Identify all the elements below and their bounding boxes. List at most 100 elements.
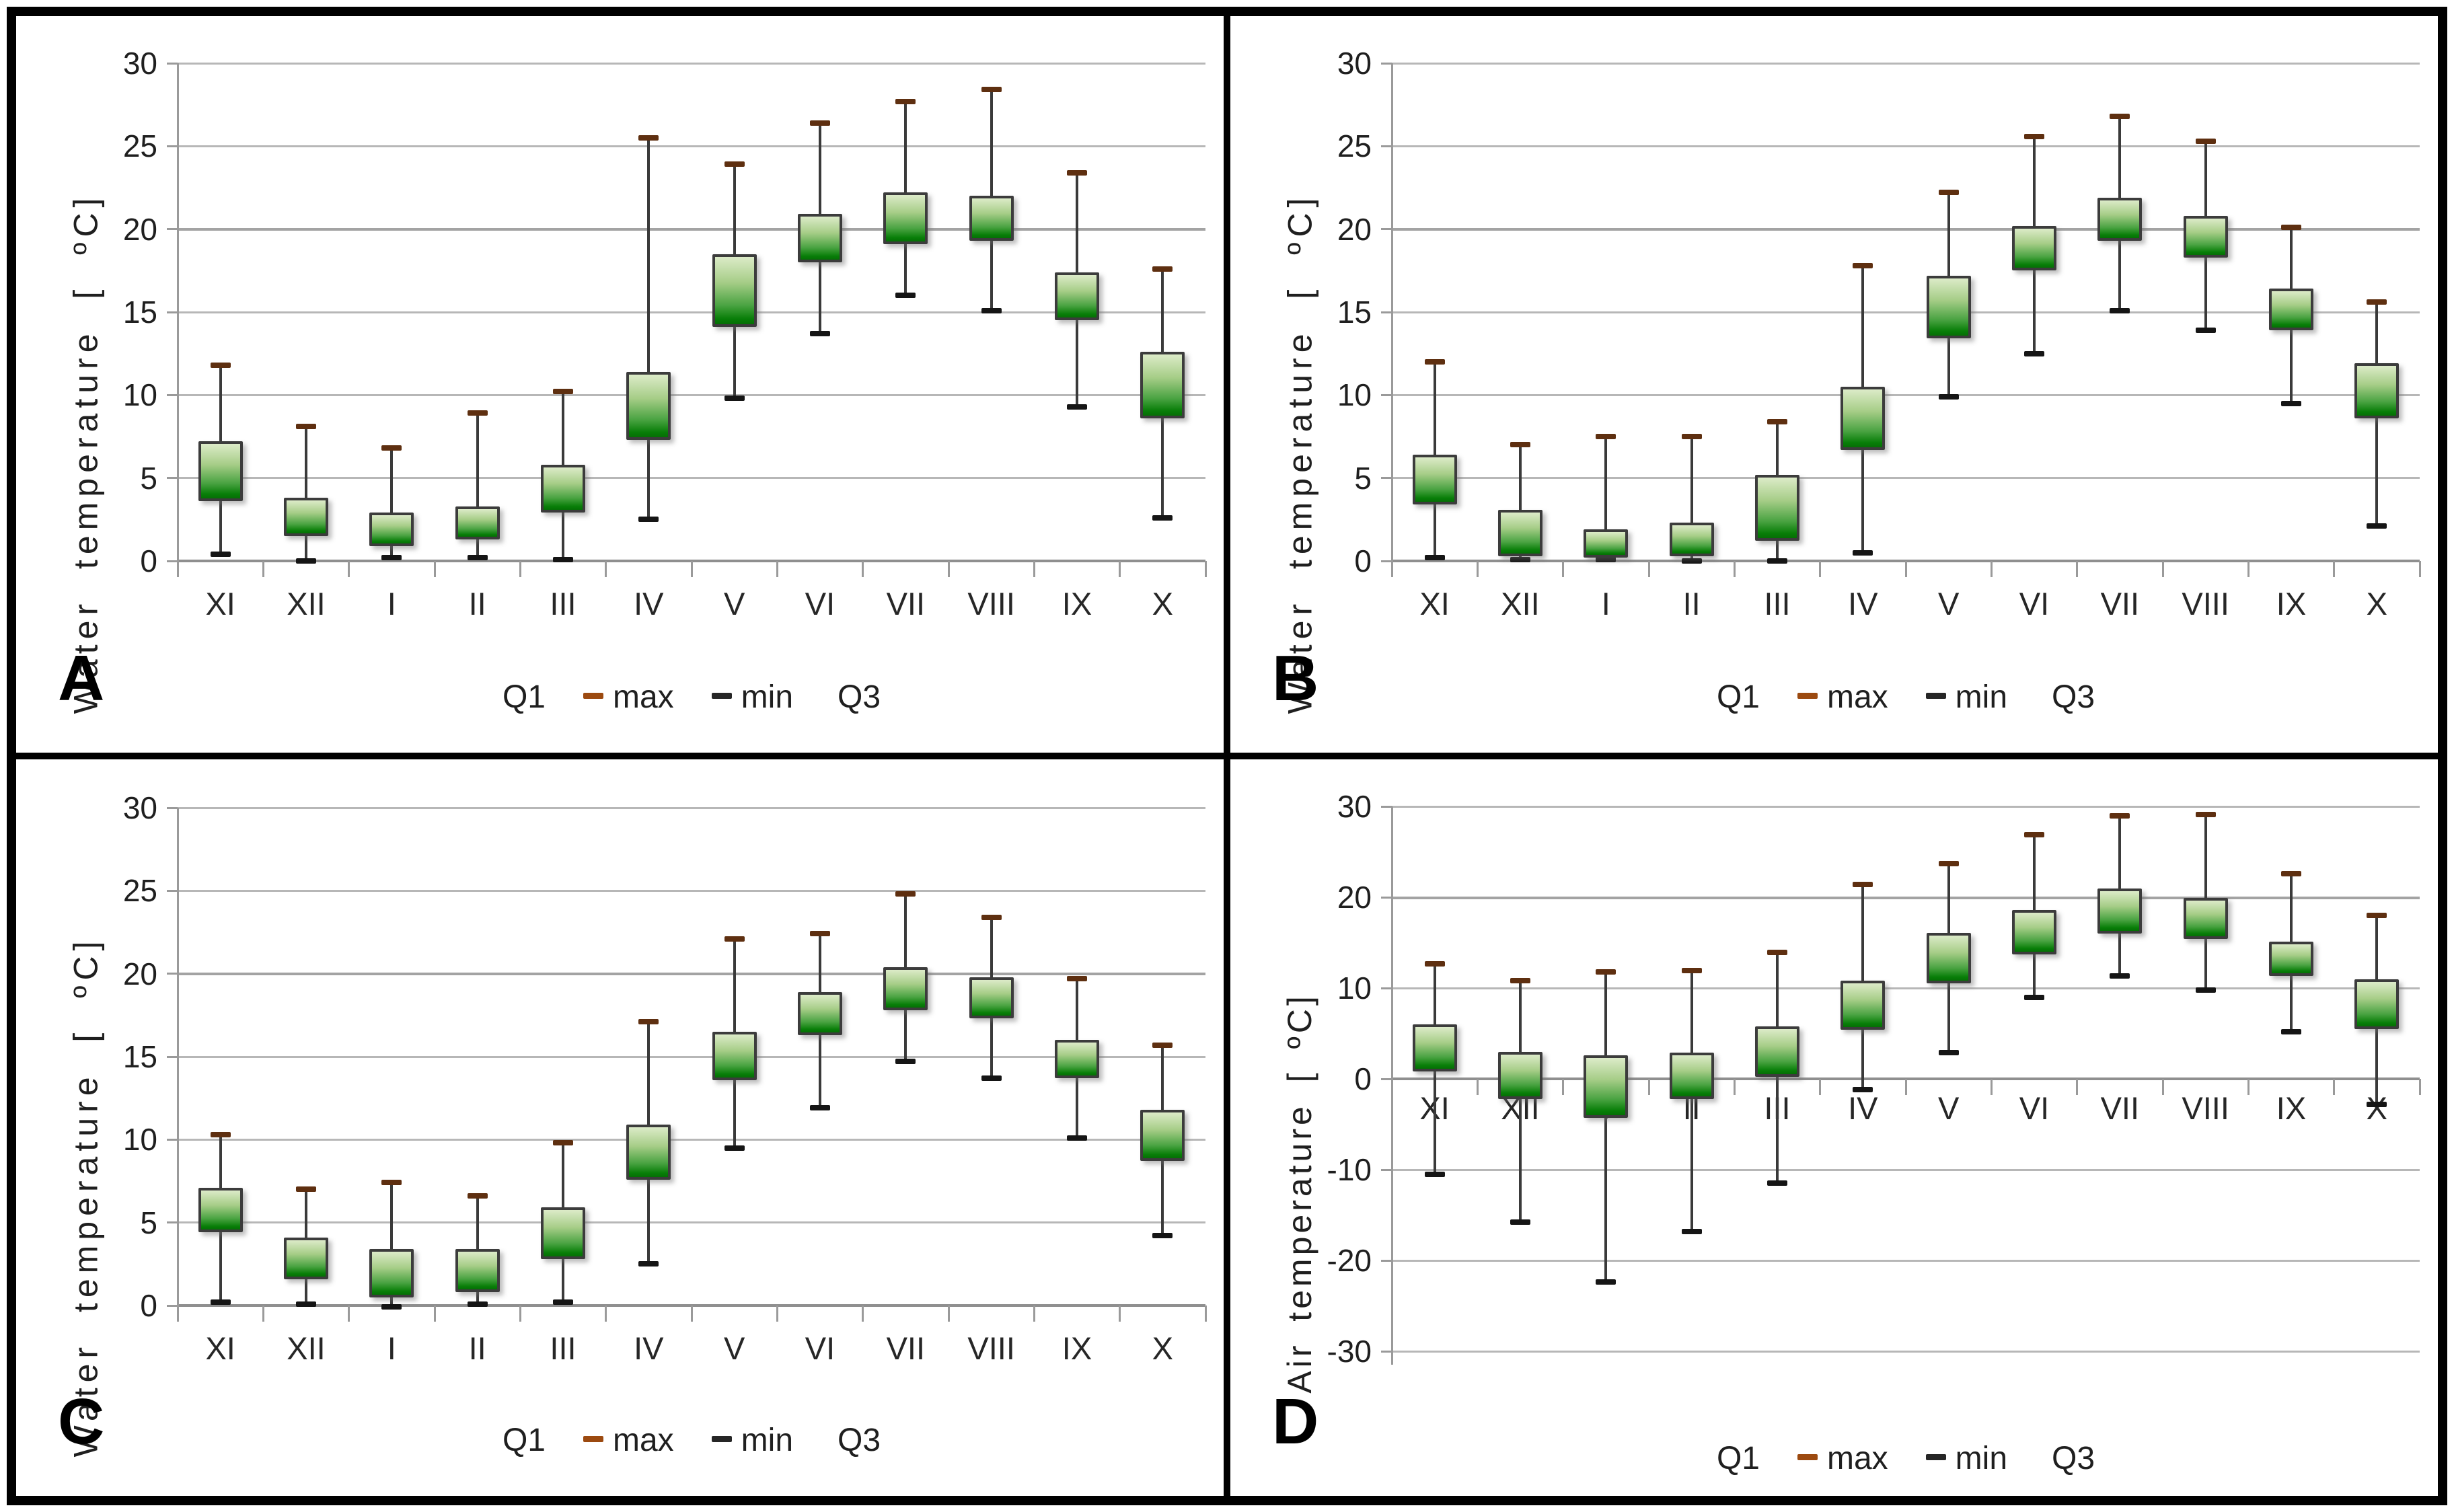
month-label-V: V — [723, 586, 745, 621]
gridline-5 — [1392, 477, 2420, 480]
box-II — [1669, 523, 1714, 556]
max-dash-icon — [1797, 1453, 1818, 1460]
legend-min-label: min — [741, 1423, 794, 1458]
gridline--30 — [1392, 1350, 2420, 1353]
x-tick-mark — [2247, 561, 2250, 577]
legend-q1-label: Q1 — [1716, 679, 1760, 715]
min-cap-VIII — [981, 307, 1002, 313]
x-tick-mark — [1904, 1079, 1907, 1095]
whisker-I — [390, 1182, 394, 1308]
max-cap-VIII — [2195, 812, 2216, 818]
box-I — [369, 513, 414, 546]
box-XII — [1498, 509, 1542, 556]
box-III — [1755, 474, 1799, 541]
y-tick-mark — [167, 973, 178, 975]
y-tick-label: 5 — [140, 460, 157, 496]
min-cap-III — [1767, 1180, 1787, 1186]
max-cap-XI — [1424, 359, 1445, 365]
y-tick-mark — [167, 477, 178, 480]
month-label-I: I — [387, 1330, 396, 1366]
x-tick-mark — [690, 1306, 693, 1322]
min-cap-XII — [296, 1301, 316, 1307]
month-label-VIII: VIII — [967, 586, 1015, 621]
month-label-V: V — [1937, 1090, 1960, 1126]
whisker-II — [476, 413, 479, 558]
box-IX — [2269, 289, 2313, 331]
x-tick-mark — [947, 561, 950, 577]
month-label-VIII: VIII — [2182, 586, 2229, 621]
x-tick-mark — [2247, 1079, 2250, 1095]
x-tick-mark — [519, 1306, 521, 1322]
box-VIII — [2183, 898, 2228, 940]
min-cap-I — [1596, 1279, 1616, 1285]
panel-a-water-temperature: Water temperature [ ºC] 0 5 10 15 20 25 30 XI XI… — [16, 16, 1227, 756]
y-tick-mark — [1381, 560, 1392, 562]
max-cap-II — [467, 1193, 488, 1199]
box-I — [1584, 529, 1629, 558]
max-cap-VI — [810, 931, 830, 937]
min-cap-IV — [638, 1261, 659, 1267]
y-tick-label: 0 — [140, 543, 157, 578]
box-IX — [1055, 1040, 1099, 1079]
box-IV — [1840, 387, 1886, 450]
min-cap-I — [381, 1304, 402, 1310]
max-cap-VII — [2110, 113, 2130, 119]
max-cap-XII — [296, 1186, 316, 1193]
min-cap-XI — [210, 552, 231, 558]
min-dash-icon — [1925, 692, 1946, 699]
box-V — [712, 254, 757, 328]
max-cap-X — [1152, 266, 1173, 272]
x-tick-mark — [1647, 1079, 1650, 1095]
x-tick-mark — [2076, 561, 2079, 577]
y-tick-mark — [167, 1304, 178, 1307]
y-tick-label: 20 — [122, 211, 157, 247]
plot-area: 0 5 10 15 20 25 30 XI XII I II III IV V VI VII VIII IX X — [1230, 16, 2438, 753]
month-label-III: III — [550, 1330, 577, 1366]
month-label-VI: VI — [805, 1330, 835, 1366]
y-tick-label: 30 — [1337, 46, 1372, 81]
box-II — [455, 1249, 500, 1293]
y-tick-mark — [167, 1221, 178, 1224]
min-cap-III — [553, 556, 573, 562]
legend-max-label: max — [612, 679, 674, 715]
gridline-15 — [1392, 311, 2420, 313]
box-I — [369, 1249, 414, 1297]
panel-c-water-temperature: Water temperature [ ºC] 0 5 10 15 20 25 30 XI XI… — [16, 756, 1227, 1496]
month-label-IX: IX — [1062, 1330, 1092, 1366]
y-tick-mark — [1381, 145, 1392, 147]
y-tick-mark — [167, 1138, 178, 1141]
min-cap-VI — [810, 1105, 830, 1111]
min-cap-VIII — [2195, 987, 2216, 993]
max-cap-VIII — [981, 914, 1002, 920]
box-XI — [1412, 455, 1457, 505]
panel-b-water-temperature: Water temperature [ ºC] 0 5 10 15 20 25 30 XI XI… — [1227, 16, 2438, 756]
box-VIII — [2183, 215, 2228, 258]
legend-min-label: min — [741, 679, 794, 715]
x-tick-mark — [2418, 1079, 2421, 1095]
min-dash-icon — [711, 1435, 732, 1442]
box-II — [1669, 1052, 1714, 1099]
max-cap-VIII — [2195, 138, 2216, 144]
box-II — [455, 506, 500, 539]
y-tick-mark — [167, 889, 178, 892]
y-tick-mark — [167, 1055, 178, 1058]
max-cap-XII — [1510, 442, 1530, 448]
box-XI — [198, 441, 243, 502]
box-VI — [798, 214, 842, 262]
min-cap-I — [381, 555, 402, 561]
x-tick-mark — [433, 561, 436, 577]
month-label-IX: IX — [2276, 586, 2307, 621]
box-III — [1755, 1026, 1799, 1078]
x-tick-mark — [947, 1306, 950, 1322]
gridline-30 — [178, 62, 1205, 65]
min-cap-IX — [2281, 400, 2301, 406]
box-X — [2354, 979, 2400, 1029]
max-cap-I — [381, 1180, 402, 1186]
max-cap-X — [1152, 1042, 1173, 1048]
y-tick-label: 10 — [1337, 377, 1372, 413]
min-cap-XI — [1424, 1171, 1445, 1177]
whisker-II — [1690, 437, 1693, 561]
whisker-XII — [1519, 445, 1522, 560]
x-tick-mark — [1390, 561, 1393, 577]
panel-letter: C — [58, 1386, 105, 1458]
